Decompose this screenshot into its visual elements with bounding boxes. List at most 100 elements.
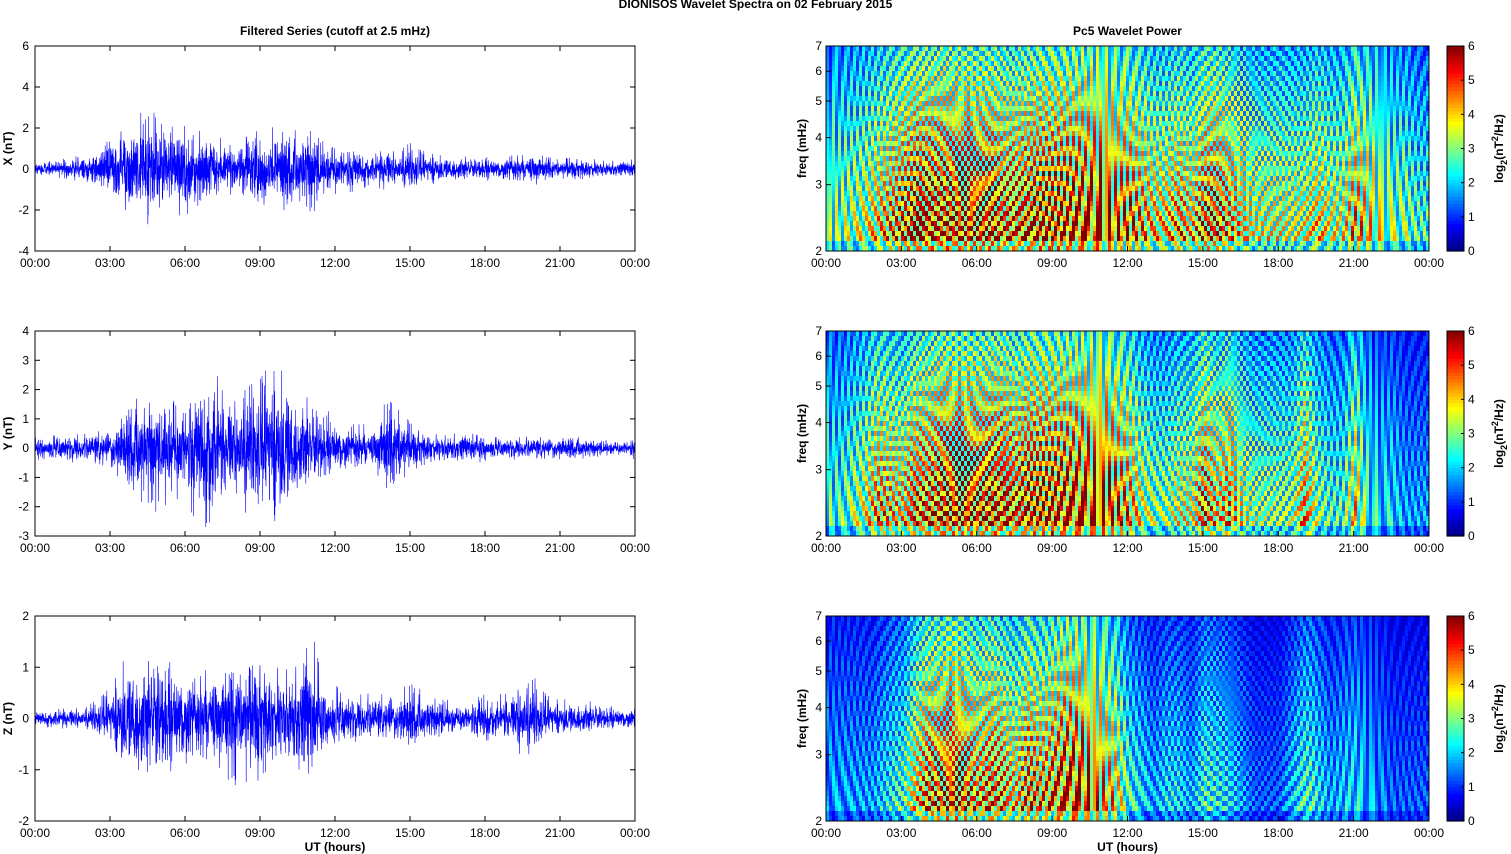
heatmap-cell [865,91,869,97]
heatmap-cell [832,96,836,102]
series-panel-x: -4-2024600:00 03:00 06:00 09:00 12:00 15:00 18… [1,39,650,270]
heatmap-cell [844,141,848,147]
heatmap-cell [844,101,848,107]
heatmap-cell [850,111,854,117]
heatmap-cell [835,111,839,117]
heatmap-cell [832,71,836,77]
heatmap-cell [847,146,851,152]
heatmap-cell [829,66,833,72]
heatmap-cell [859,141,863,147]
heatmap-cell [865,216,869,222]
heatmap-cell [868,56,872,62]
y-axis-label: X (nT) [1,132,15,166]
heatmap-cell [862,121,866,127]
heatmap-cell [856,141,860,147]
heatmap-cell [826,141,830,147]
heatmap-cell [829,51,833,57]
x-tick-label: 12:00 [320,541,350,555]
heatmap-cell [850,206,854,212]
y-tick-label: -2 [18,500,29,514]
heatmap-cell [832,141,836,147]
heatmap-cell [865,101,869,107]
heatmap-cell [853,146,857,152]
heatmap-cell [829,91,833,97]
heatmap-cell [835,216,839,222]
heatmap-cell [865,141,869,147]
heatmap-cell [847,116,851,122]
heatmap-cell [832,151,836,157]
heatmap-cell [829,231,833,237]
heatmap-cell [844,186,848,192]
heatmap-cell [835,71,839,77]
heatmap-cell [838,211,842,217]
heatmap-cell [853,186,857,192]
heatmap-cell [865,176,869,182]
heatmap-cell [850,96,854,102]
heatmap-cell [838,111,842,117]
heatmap-cell [835,76,839,82]
heatmap-cell [832,231,836,237]
heatmap-cell [838,151,842,157]
heatmap-cell [856,216,860,222]
wavelet-panel-x: 23456700:00 03:00 06:00 09:00 12:00 15:00 18:0… [795,39,1509,270]
heatmap-cell [832,106,836,112]
heatmap-cell [844,181,848,187]
heatmap-cell [862,226,866,232]
heatmap-cell [835,166,839,172]
heatmap-cell [826,226,830,232]
heatmap-cell [868,106,872,112]
heatmap-cell [838,96,842,102]
heatmap-cell [829,86,833,92]
heatmap-cell [856,106,860,112]
heatmap-cell [856,181,860,187]
heatmap-cell [835,131,839,137]
heatmap-cell [850,131,854,137]
heatmap-cell [841,116,845,122]
heatmap-cell [826,136,830,142]
x-tick-label: 18:00 [470,256,500,270]
heatmap-cell [832,206,836,212]
heatmap-cell [859,171,863,177]
heatmap-cell [847,156,851,162]
heatmap-cell [838,191,842,197]
heatmap-cell [850,61,854,67]
heatmap-cell [826,126,830,132]
heatmap-cell [838,71,842,77]
x-tick-label: 21:00 [545,541,575,555]
heatmap-cell [859,166,863,172]
heatmap-cell [850,66,854,72]
heatmap-cell [844,46,848,52]
heatmap-cell [856,171,860,177]
heatmap-cell [862,241,866,247]
heatmap-cell [856,161,860,167]
heatmap-cell [847,171,851,177]
heatmap-cell [826,131,830,137]
heatmap-cell [847,81,851,87]
heatmap-cell [826,211,830,217]
heatmap-cell [865,121,869,127]
heatmap-cell [850,46,854,52]
heatmap-cell [862,206,866,212]
heatmap-cell [844,176,848,182]
heatmap-cell [853,51,857,57]
heatmap-cell [859,151,863,157]
heatmap-cell [841,181,845,187]
heatmap-cell [835,196,839,202]
heatmap-cell [832,101,836,107]
x-tick-label: 03:00 [95,256,125,270]
heatmap-cell [841,106,845,112]
heatmap-cell [850,166,854,172]
heatmap-cell [832,111,836,117]
heatmap-cell [838,141,842,147]
heatmap-cell [865,51,869,57]
heatmap-cell [835,121,839,127]
heatmap-cell [832,146,836,152]
heatmap-cell [841,211,845,217]
heatmap-cell [856,126,860,132]
heatmap-cell [841,196,845,202]
heatmap-cell [847,136,851,142]
heatmap-cell [838,186,842,192]
heatmap-cell [835,116,839,122]
heatmap-cell [868,141,872,147]
heatmap-cell [838,196,842,202]
